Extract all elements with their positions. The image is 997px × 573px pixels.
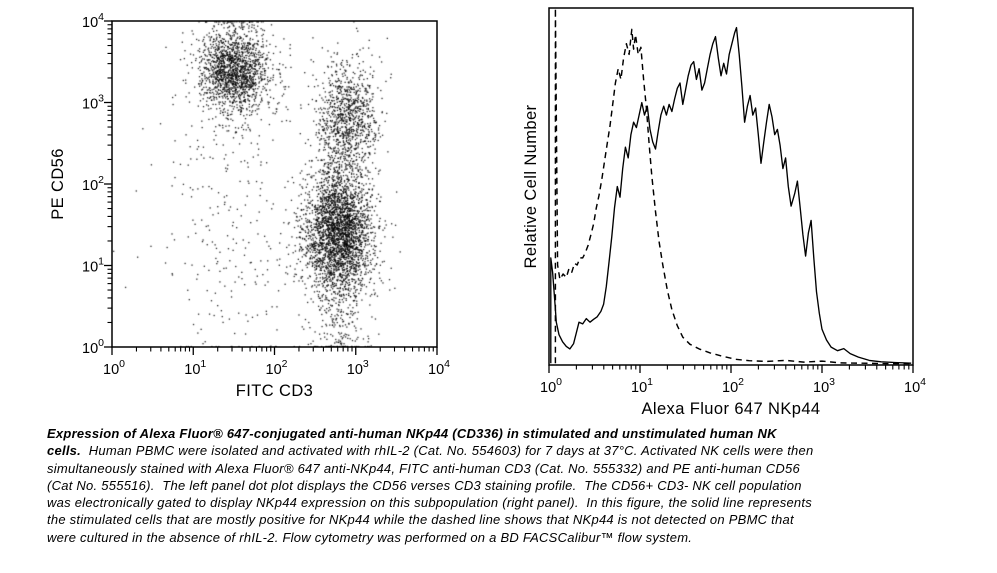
figure-caption: Expression of Alexa Fluor® 647-conjugate… [47, 425, 987, 546]
flow-cytometry-figure: 100 100 101 101 102 102 103 103 104 104 FITC CD3 PE… [49, 7, 926, 418]
histogram-y-axis-label: Relative Cell Number [522, 104, 540, 268]
dot-plot-frame [111, 20, 438, 348]
histogram-curve-dashed [554, 7, 912, 365]
x-tick-label: 100 [103, 358, 125, 378]
caption-line-7: were cultured in the absence of rhIL-2. … [47, 529, 693, 545]
y-tick-label: 100 [82, 337, 104, 357]
dot-plot-points-canvas [112, 21, 437, 347]
x-tick-label: 104 [904, 376, 926, 396]
y-tick-label: 102 [82, 174, 104, 194]
histogram-frame [548, 7, 914, 366]
caption-line-2: cells. Human PBMC were isolated and acti… [47, 443, 814, 459]
caption-bold-text: Expression of Alexa Fluor® 647-conjugate… [47, 426, 777, 441]
x-tick-label: 103 [813, 376, 835, 396]
dot-plot-x-axis-label: FITC CD3 [236, 382, 313, 400]
dot-plot-y-axis-label: PE CD56 [49, 148, 67, 220]
x-tick-label: 104 [428, 358, 450, 378]
caption-line-4: (Cat No. 555516). The left panel dot plo… [47, 477, 802, 493]
caption-line-3: simultaneously stained with Alexa Fluor®… [47, 460, 800, 476]
x-tick-label: 102 [266, 358, 288, 378]
histogram-x-axis-label: Alexa Fluor 647 NKp44 [642, 400, 821, 418]
y-tick-label: 103 [82, 93, 104, 113]
caption-line-1: Expression of Alexa Fluor® 647-conjugate… [47, 425, 987, 442]
x-tick-label: 101 [631, 376, 653, 396]
x-tick-label: 102 [722, 376, 744, 396]
caption-line-6: the stimulated cells that are mostly pos… [47, 512, 794, 528]
y-tick-label: 104 [82, 11, 104, 31]
y-tick-label: 101 [82, 256, 104, 276]
x-tick-label: 100 [540, 376, 562, 396]
x-tick-label: 103 [347, 358, 369, 378]
histogram-curve-solid [550, 26, 912, 364]
x-tick-label: 101 [184, 358, 206, 378]
caption-bold-text: cells. [47, 443, 82, 459]
caption-line-5: was electronically gated to display NKp4… [47, 495, 813, 510]
